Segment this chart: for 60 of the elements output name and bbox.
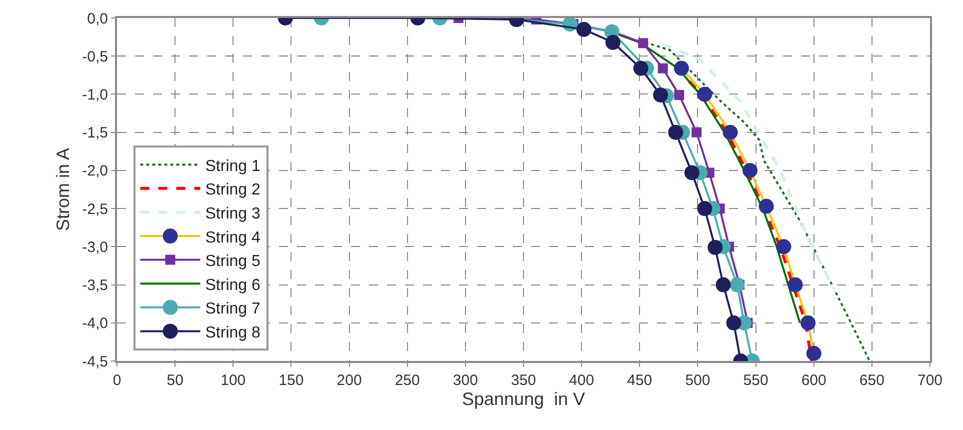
x-tick-label: 550 <box>743 372 768 389</box>
x-tick-label: 100 <box>220 372 246 389</box>
x-tick-label: 650 <box>859 372 884 389</box>
legend-label: String 3 <box>205 205 260 222</box>
point <box>674 90 684 100</box>
legend-label: String 8 <box>205 324 260 342</box>
point <box>638 38 648 48</box>
point <box>726 315 742 330</box>
x-tick-label: 150 <box>278 372 304 389</box>
y-tick-label: -3,0 <box>82 238 108 256</box>
x-tick-label: 400 <box>569 372 594 389</box>
point <box>684 165 700 180</box>
point <box>576 22 592 37</box>
point <box>692 127 702 138</box>
x-axis-title: Spannung in V <box>462 389 586 409</box>
x-tick-label: 700 <box>917 372 943 389</box>
x-tick-label: 250 <box>394 372 420 389</box>
y-tick-label: -2,0 <box>82 162 108 180</box>
point <box>788 277 803 292</box>
point <box>758 198 774 214</box>
legend-label: String 6 <box>205 276 260 294</box>
legend-label: String 4 <box>205 229 260 246</box>
point <box>668 124 684 140</box>
point <box>742 162 758 178</box>
point <box>708 240 723 255</box>
y-tick-label: -1,5 <box>82 124 108 142</box>
legend-label: String 2 <box>205 182 260 199</box>
x-tick-label: 200 <box>336 372 362 389</box>
y-tick-label: -0,5 <box>82 48 108 66</box>
x-tick-label: 350 <box>510 372 536 389</box>
y-tick-label: -4,5 <box>82 353 108 370</box>
point <box>653 87 668 102</box>
point <box>658 63 668 74</box>
point <box>776 239 792 254</box>
x-tick-label: 0 <box>112 372 122 389</box>
x-tick-label: 450 <box>627 372 652 389</box>
y-tick-label: -2,5 <box>82 200 108 218</box>
point <box>697 86 712 102</box>
point <box>730 277 745 292</box>
point <box>800 315 816 330</box>
x-tick-label: 50 <box>166 372 184 389</box>
line-series <box>661 43 836 292</box>
point <box>633 60 648 76</box>
point <box>674 60 689 76</box>
point <box>722 124 738 140</box>
point <box>716 277 731 292</box>
x-tick-label: 600 <box>801 372 826 389</box>
y-tick-label: -3,5 <box>82 277 108 294</box>
point <box>697 201 712 216</box>
legend-label: String 7 <box>205 300 260 318</box>
point <box>605 34 620 50</box>
x-tick-label: 300 <box>452 372 478 389</box>
legend-label: String 5 <box>205 253 260 270</box>
x-tick-label: 500 <box>685 372 710 389</box>
y-tick-label: -1,0 <box>82 86 108 104</box>
point <box>806 346 822 361</box>
legend-label: String 1 <box>205 158 260 175</box>
y-axis-title: Strom in A <box>52 148 73 232</box>
y-tick-label: 0,0 <box>87 10 108 28</box>
y-tick-label: -4,0 <box>82 315 108 332</box>
